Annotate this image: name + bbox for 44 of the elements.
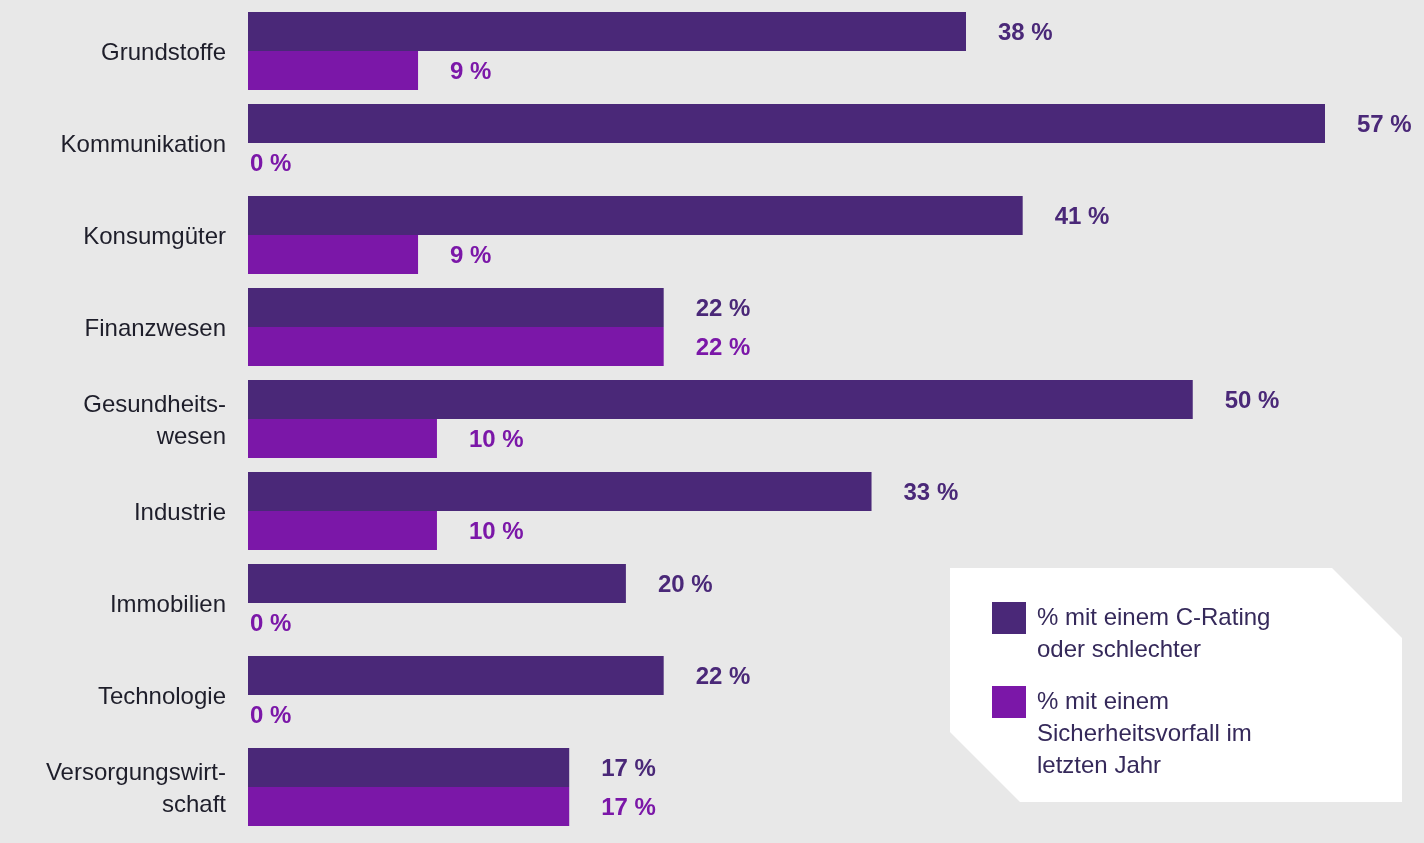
bar xyxy=(248,787,570,826)
bar xyxy=(248,511,437,550)
data-label: 17 % xyxy=(601,793,656,820)
bar xyxy=(248,472,872,511)
data-label: 9 % xyxy=(450,241,492,268)
y-tick-label: Finanzwesen xyxy=(84,313,226,341)
data-label: 9 % xyxy=(450,57,492,84)
bar xyxy=(248,748,570,787)
data-label: 33 % xyxy=(903,478,959,505)
bar xyxy=(248,235,419,274)
y-tick-label: Konsumgüter xyxy=(83,221,226,249)
data-label: 57 % xyxy=(1357,110,1412,137)
data-label: 22 % xyxy=(695,294,751,321)
bar xyxy=(248,12,966,51)
y-tick-label: Gesundheits-wesen xyxy=(83,389,226,449)
bar xyxy=(248,288,664,327)
legend-label: % mit einem C-Rating oder schlechter xyxy=(1037,602,1271,662)
y-tick-label: Immobilien xyxy=(109,589,226,617)
data-label: 0 % xyxy=(250,701,292,728)
data-label: 10 % xyxy=(468,425,524,452)
bar xyxy=(248,380,1193,419)
bar xyxy=(248,196,1023,235)
y-tick-label: Versorgungswirt-schaft xyxy=(45,757,227,817)
data-label: 41 % xyxy=(1054,202,1110,229)
data-label: 38 % xyxy=(998,18,1053,45)
y-tick-label: Kommunikation xyxy=(60,129,226,157)
bar xyxy=(248,327,664,366)
bar xyxy=(248,656,664,695)
y-tick-label: Technologie xyxy=(97,681,226,709)
legend-label: % mit einem Sicherheitsvorfall im letzten Jahr xyxy=(1037,686,1252,778)
data-label: 50 % xyxy=(1224,386,1280,413)
bar xyxy=(248,51,419,90)
y-tick-label: Grundstoffe xyxy=(101,37,226,65)
data-label: 22 % xyxy=(695,333,751,360)
data-label: 0 % xyxy=(250,149,292,176)
bar xyxy=(248,419,437,458)
bar xyxy=(248,564,626,603)
data-label: 10 % xyxy=(468,517,524,544)
y-tick-label: Industrie xyxy=(133,497,226,525)
data-label: 22 % xyxy=(695,662,751,689)
data-label: 0 % xyxy=(250,609,292,636)
data-label: 20 % xyxy=(657,570,713,597)
bar xyxy=(248,104,1325,143)
data-label: 17 % xyxy=(601,754,656,781)
